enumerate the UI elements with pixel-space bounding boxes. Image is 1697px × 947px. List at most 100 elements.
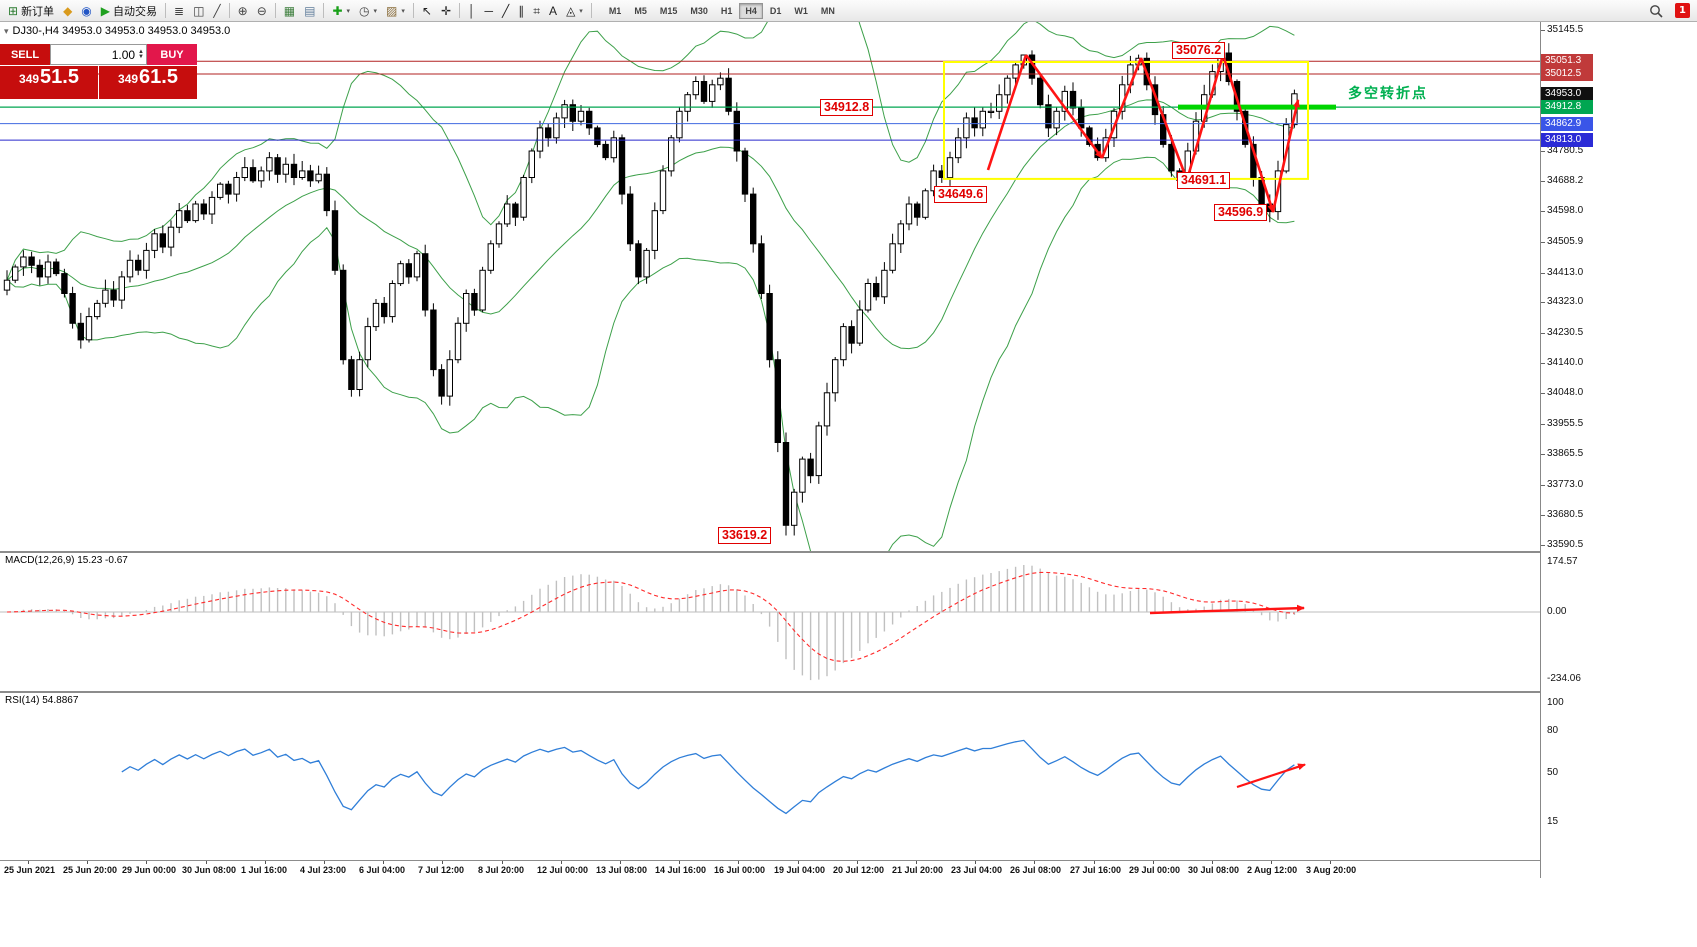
volume-value: 1.00 bbox=[111, 47, 136, 62]
axis-tick-mark bbox=[1541, 242, 1545, 243]
timeframe-m30-button[interactable]: M30 bbox=[684, 3, 714, 19]
cursor-icon: ↖ bbox=[421, 3, 432, 18]
bar-chart-button[interactable]: ≣ bbox=[170, 2, 188, 20]
price-axis-label: 33955.5 bbox=[1547, 418, 1584, 429]
time-axis-tick bbox=[561, 861, 562, 864]
timeframe-h4-button[interactable]: H4 bbox=[739, 2, 763, 19]
time-axis-tick bbox=[265, 861, 266, 864]
macd-arrow-annotation bbox=[1149, 604, 1305, 615]
timeframe-m1-button[interactable]: M1 bbox=[603, 3, 628, 19]
time-axis-label: 30 Jul 08:00 bbox=[1188, 865, 1240, 875]
axis-tick-mark bbox=[1541, 151, 1545, 152]
zoom-in-button[interactable]: ⊕ bbox=[234, 2, 252, 20]
periodicity-button[interactable]: ◷ ▾ bbox=[355, 2, 381, 20]
arrows-button[interactable]: ◬ ▾ bbox=[562, 2, 587, 20]
template-button[interactable]: ▨ ▾ bbox=[382, 2, 409, 20]
data-window-button[interactable]: ◉ bbox=[77, 2, 95, 20]
rsi-axis-label: 100 bbox=[1547, 697, 1564, 708]
market-watch-button[interactable]: ◆ bbox=[59, 2, 76, 20]
rsi-axis-label: 80 bbox=[1547, 725, 1559, 736]
sell-price-prefix: 349 bbox=[19, 72, 40, 86]
time-axis-tick bbox=[1330, 861, 1331, 864]
text-button[interactable]: A bbox=[545, 2, 561, 20]
vertical-line-button[interactable]: │ bbox=[464, 2, 480, 20]
cascade-windows-button[interactable]: ▤ bbox=[300, 2, 319, 20]
rsi-canvas[interactable] bbox=[0, 693, 1540, 860]
panel-separator[interactable] bbox=[0, 691, 1697, 693]
trendline-button[interactable]: ╱ bbox=[498, 2, 513, 20]
time-axis-tick bbox=[620, 861, 621, 864]
toolbar-separator bbox=[459, 3, 461, 18]
time-axis-label: 1 Jul 16:00 bbox=[241, 865, 288, 875]
macd-panel: MACD(12,26,9) 15.23 -0.67 bbox=[0, 553, 1540, 691]
time-axis-tick bbox=[442, 861, 443, 864]
time-axis[interactable]: 25 Jun 2021 25 Jun 20:00 29 Jun 00:00 30 Ju… bbox=[0, 861, 1540, 878]
cursor-button[interactable]: ↖ bbox=[418, 2, 436, 20]
panel-separator[interactable] bbox=[0, 551, 1697, 553]
price-axis[interactable]: 35145.5 34780.5 34688.2 34598.0 34505.9 34413… bbox=[1540, 22, 1697, 878]
caret-down-icon: ▾ bbox=[373, 7, 378, 15]
time-axis-label: 29 Jul 00:00 bbox=[1129, 865, 1181, 875]
fibonacci-button[interactable]: ⌗ bbox=[529, 2, 544, 20]
timeframe-h1-button[interactable]: H1 bbox=[715, 3, 739, 19]
time-axis-label: 27 Jul 16:00 bbox=[1070, 865, 1122, 875]
timeframe-m5-button[interactable]: M5 bbox=[628, 3, 653, 19]
axis-tick-mark bbox=[1541, 181, 1545, 182]
line-chart-button[interactable]: ╱ bbox=[209, 2, 224, 20]
time-axis-label: 4 Jul 23:00 bbox=[300, 865, 347, 875]
toolbar: ⊞ 新订单 ◆ ◉ ▶ 自动交易 ≣ ◫ ╱ ⊕ ⊖ ▦ ▤ ✚ ▾ ◷ ▾ ▨ ▾ ↖ ✛ │ ─ ╱ ∥ ⌗ A ◬ ▾ M1 M5 M… bbox=[0, 0, 1697, 22]
caret-down-icon: ▾ bbox=[579, 7, 583, 15]
crosshair-button[interactable]: ✛ bbox=[437, 2, 455, 20]
search-button[interactable] bbox=[1645, 2, 1667, 20]
candlestick-chart-button[interactable]: ◫ bbox=[189, 2, 208, 20]
volume-up-icon[interactable]: ▲ bbox=[138, 48, 144, 55]
price-axis-label: 33680.5 bbox=[1547, 509, 1584, 520]
timeframe-d1-button[interactable]: D1 bbox=[764, 3, 788, 19]
time-axis-tick bbox=[1153, 861, 1154, 864]
indicators-button[interactable]: ✚ ▾ bbox=[328, 2, 354, 20]
sell-button[interactable]: SELL bbox=[0, 44, 50, 65]
sell-price[interactable]: 349 51.5 bbox=[0, 66, 98, 99]
auto-trading-button[interactable]: ▶ 自动交易 bbox=[97, 2, 161, 20]
time-axis-label: 20 Jul 12:00 bbox=[833, 865, 885, 875]
axis-tick-mark bbox=[1541, 273, 1545, 274]
timeframe-w1-button[interactable]: W1 bbox=[788, 3, 814, 19]
time-axis-label: 25 Jun 2021 bbox=[4, 865, 56, 875]
volume-down-icon[interactable]: ▼ bbox=[138, 53, 144, 60]
price-axis-marker: 34953.0 bbox=[1541, 87, 1593, 101]
channel-button[interactable]: ∥ bbox=[514, 2, 528, 20]
axis-tick-mark bbox=[1541, 302, 1545, 303]
time-axis-label: 26 Jul 08:00 bbox=[1010, 865, 1062, 875]
horizontal-line-button[interactable]: ─ bbox=[481, 2, 498, 20]
time-axis-tick bbox=[146, 861, 147, 864]
notification-badge[interactable]: 1 bbox=[1675, 3, 1690, 18]
toolbar-separator bbox=[323, 3, 325, 18]
macd-axis-label: 174.57 bbox=[1547, 556, 1578, 567]
volume-input[interactable]: 1.00 ▲ ▼ bbox=[50, 44, 147, 65]
zoom-out-button[interactable]: ⊖ bbox=[253, 2, 271, 20]
time-axis-tick bbox=[206, 861, 207, 864]
new-order-button[interactable]: ⊞ 新订单 bbox=[4, 2, 58, 20]
macd-canvas[interactable] bbox=[0, 553, 1540, 691]
main-chart-canvas[interactable] bbox=[0, 22, 1540, 551]
one-click-toggle-icon[interactable]: ▾ bbox=[4, 25, 9, 36]
timeframe-m15-button[interactable]: M15 bbox=[654, 3, 684, 19]
zoom-out-icon: ⊖ bbox=[256, 3, 267, 18]
trendline-icon: ╱ bbox=[502, 3, 510, 18]
time-axis-tick bbox=[1094, 861, 1095, 864]
timeframe-mn-button[interactable]: MN bbox=[815, 3, 841, 19]
vertical-line-icon: │ bbox=[468, 3, 476, 18]
tile-windows-button[interactable]: ▦ bbox=[280, 2, 299, 20]
price-annotation: 35076.2 bbox=[1172, 42, 1226, 59]
time-axis-label: 25 Jun 20:00 bbox=[63, 865, 118, 875]
time-axis-tick bbox=[798, 861, 799, 864]
rsi-axis-label: 50 bbox=[1547, 767, 1559, 778]
text-icon: A bbox=[549, 3, 558, 18]
buy-button[interactable]: BUY bbox=[147, 44, 197, 65]
buy-price[interactable]: 349 61.5 bbox=[99, 66, 197, 99]
buy-price-big: 61.5 bbox=[139, 66, 178, 88]
price-axis-label: 34230.5 bbox=[1547, 327, 1584, 338]
macd-signal-line bbox=[6, 571, 1295, 662]
time-axis-label: 2 Aug 12:00 bbox=[1247, 865, 1298, 875]
time-axis-label: 12 Jul 00:00 bbox=[537, 865, 589, 875]
